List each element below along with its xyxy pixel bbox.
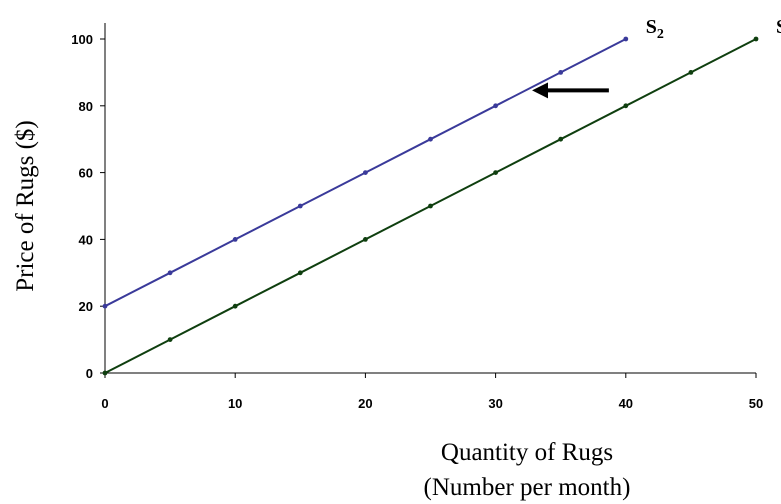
series-label: S1 <box>776 16 781 42</box>
y-tick-label: 20 <box>79 299 93 314</box>
y-tick-label: 0 <box>86 366 93 381</box>
data-point <box>428 136 433 142</box>
y-tick-label: 80 <box>79 99 93 114</box>
data-point <box>623 103 629 109</box>
x-axis-title-line2: (Number per month) <box>424 474 631 501</box>
x-tick-label: 50 <box>749 396 763 411</box>
data-point <box>232 237 238 242</box>
data-point <box>167 270 173 276</box>
y-ticks: 0 20 40 60 80 100 <box>71 32 105 381</box>
data-point <box>297 270 303 276</box>
data-point <box>363 237 368 242</box>
data-point <box>558 70 564 75</box>
x-tick-label: 0 <box>101 396 108 411</box>
x-tick-label: 40 <box>619 396 633 411</box>
data-point <box>102 303 108 309</box>
data-point <box>558 136 564 142</box>
series-layer: S2 S1 <box>102 16 781 376</box>
y-tick-label: 60 <box>79 166 93 181</box>
data-point <box>753 36 759 42</box>
data-point <box>167 337 173 342</box>
data-point <box>363 170 368 176</box>
series-s2: S2 <box>102 16 664 309</box>
x-tick-label: 10 <box>228 396 242 411</box>
series-label: S2 <box>646 16 664 42</box>
y-tick-label: 40 <box>79 232 93 247</box>
data-point <box>428 203 433 209</box>
axes <box>104 23 756 374</box>
x-tick-label: 20 <box>358 396 372 411</box>
y-axis-title: Price of Rugs ($) <box>12 120 39 292</box>
series-s1: S1 <box>102 16 781 376</box>
y-tick-label: 100 <box>71 32 93 47</box>
x-ticks: 0 10 20 30 40 50 <box>101 373 763 411</box>
data-point <box>493 103 498 109</box>
data-point <box>493 170 498 176</box>
data-point <box>102 370 108 376</box>
x-tick-label: 30 <box>488 396 502 411</box>
data-point <box>297 203 303 209</box>
data-point <box>688 70 694 75</box>
data-point <box>232 303 238 309</box>
x-axis-title-line1: Quantity of Rugs <box>441 439 613 466</box>
data-point <box>623 36 629 42</box>
